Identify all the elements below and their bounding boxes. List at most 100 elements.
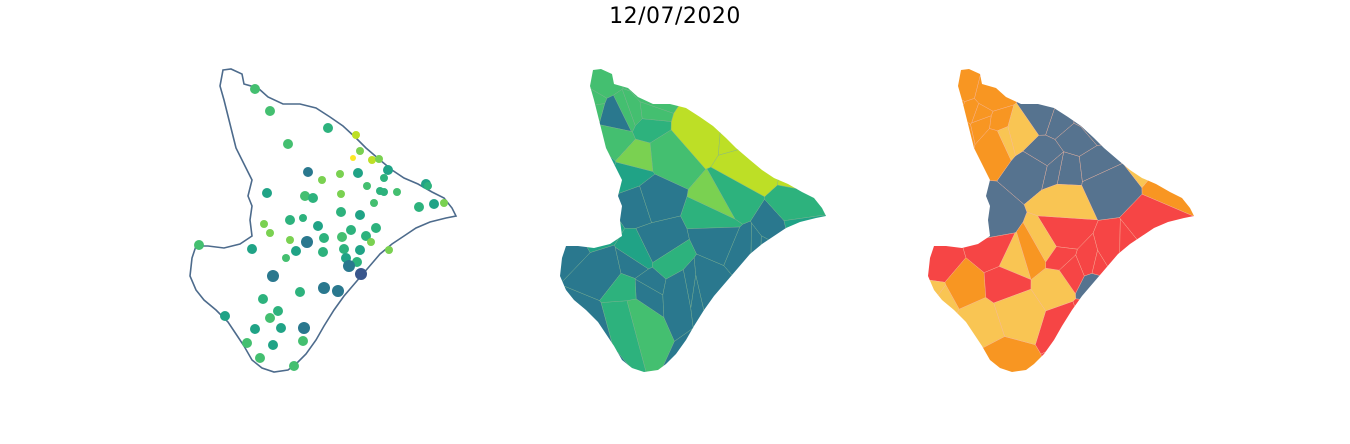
- data-point: [346, 225, 356, 235]
- data-point: [318, 176, 326, 184]
- municipality-region: [1172, 110, 1194, 153]
- data-point: [298, 336, 308, 346]
- data-point: [356, 147, 364, 155]
- data-point: [353, 168, 363, 178]
- municipality-region: [928, 322, 972, 372]
- municipality-region: [1158, 292, 1194, 348]
- data-point: [355, 245, 365, 255]
- data-point: [337, 232, 347, 242]
- municipality-region: [1131, 296, 1163, 365]
- municipality-region: [928, 279, 937, 337]
- data-point: [291, 246, 301, 256]
- data-point: [286, 236, 294, 244]
- data-point: [282, 254, 290, 262]
- municipality-region: [1174, 78, 1194, 117]
- data-point: [299, 214, 307, 222]
- data-point: [265, 106, 275, 116]
- data-point: [383, 165, 393, 175]
- municipality-region: [621, 88, 643, 127]
- municipality-region: [1100, 85, 1143, 147]
- municipality-region: [928, 363, 984, 372]
- data-point: [343, 260, 355, 272]
- municipality-region: [1072, 298, 1107, 336]
- data-point: [267, 270, 279, 282]
- municipality-region: [928, 69, 940, 112]
- data-point: [247, 244, 257, 254]
- data-point: [371, 223, 381, 233]
- municipality-region: [1133, 272, 1176, 304]
- municipality-region: [951, 343, 984, 372]
- data-point: [250, 324, 260, 334]
- data-point: [332, 285, 344, 297]
- municipality-region: [1148, 125, 1192, 170]
- data-point: [298, 322, 310, 334]
- municipality-region: [639, 173, 689, 223]
- data-point: [318, 247, 328, 257]
- figure-title: 12/07/2020: [609, 4, 741, 29]
- data-point: [424, 182, 432, 190]
- municipality-region: [1097, 272, 1118, 298]
- municipality-region: [1062, 319, 1092, 344]
- data-point: [266, 229, 274, 237]
- data-point: [355, 268, 367, 280]
- data-point: [242, 338, 252, 348]
- municipality-region: [1096, 69, 1162, 96]
- municipality-region: [1142, 100, 1178, 130]
- data-point: [289, 361, 299, 371]
- data-point: [262, 188, 272, 198]
- data-point: [258, 294, 268, 304]
- data-point: [255, 353, 265, 363]
- data-point: [380, 174, 388, 182]
- municipality-region: [1046, 69, 1102, 95]
- data-point: [336, 207, 346, 217]
- municipality-region: [1091, 323, 1148, 372]
- data-point: [361, 231, 371, 241]
- data-point: [385, 246, 393, 254]
- municipality-region: [1073, 105, 1102, 127]
- municipality-region: [662, 269, 694, 342]
- municipality-region: [1172, 225, 1194, 305]
- municipality-region: [1139, 252, 1175, 285]
- data-point: [318, 282, 330, 294]
- data-point: [363, 182, 371, 190]
- data-point: [337, 190, 345, 198]
- data-point: [367, 238, 375, 246]
- municipality-region: [1141, 327, 1194, 372]
- data-point: [370, 199, 378, 207]
- municipality-region: [1068, 80, 1106, 118]
- data-point: [194, 240, 204, 250]
- municipality-region: [942, 94, 966, 119]
- data-point: [250, 84, 260, 94]
- data-point: [352, 131, 360, 139]
- municipality-region: [1105, 303, 1137, 347]
- data-point: [265, 313, 275, 323]
- municipality-region: [686, 226, 741, 266]
- data-point: [301, 236, 313, 248]
- data-point: [260, 220, 268, 228]
- data-point: [285, 215, 295, 225]
- data-point: [323, 123, 333, 133]
- municipality-region: [1016, 221, 1046, 280]
- data-point: [375, 155, 383, 163]
- municipality-region: [997, 126, 1016, 161]
- municipality-region: [1107, 267, 1138, 295]
- data-point: [336, 170, 344, 178]
- data-point: [440, 199, 448, 207]
- municipality-region: [928, 146, 974, 233]
- data-point: [355, 210, 365, 220]
- data-point: [273, 306, 283, 316]
- municipality-region: [1093, 290, 1135, 318]
- municipality-region: [937, 69, 964, 98]
- municipality-region: [1134, 70, 1175, 98]
- data-point: [350, 155, 356, 161]
- municipality-region: [1058, 254, 1085, 294]
- data-point: [276, 323, 286, 333]
- data-point: [220, 311, 230, 321]
- data-point: [368, 156, 376, 164]
- data-point: [313, 221, 323, 231]
- data-point: [414, 202, 424, 212]
- municipality-region: [928, 96, 952, 150]
